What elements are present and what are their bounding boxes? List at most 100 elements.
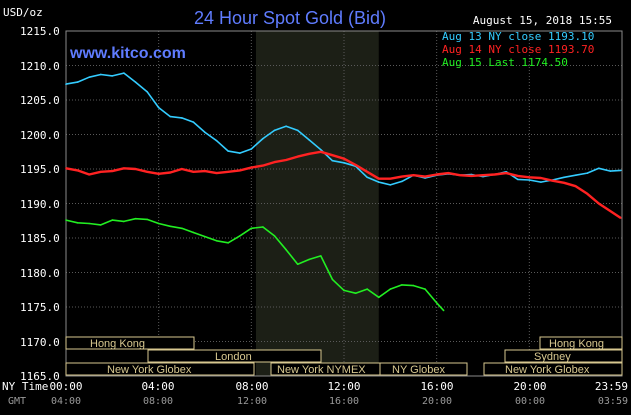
series-point <box>343 161 345 164</box>
gmt-tick-label: 00:00 <box>515 396 545 407</box>
series-point <box>424 288 426 290</box>
ny-tick-label: 20:00 <box>513 380 546 393</box>
series-point <box>412 174 415 177</box>
gmt-tick-label: 08:00 <box>143 396 173 407</box>
series-point <box>470 175 473 177</box>
series-point <box>482 174 484 177</box>
session-ny-globex-next: New York Globex <box>505 364 590 376</box>
series-point <box>134 168 137 170</box>
series-point <box>99 224 102 226</box>
session-hong-kong-next: Hong Kong <box>549 338 604 350</box>
series-point <box>181 117 183 119</box>
series-point <box>308 153 311 155</box>
series-point <box>146 170 148 173</box>
y-tick-label: 1215.0 <box>20 25 60 38</box>
series-point <box>262 164 264 167</box>
y-tick-label: 1195.0 <box>20 163 60 176</box>
series-point <box>111 75 114 77</box>
series-point <box>111 170 114 172</box>
series-point <box>563 176 565 179</box>
series-point <box>516 178 519 181</box>
series-point <box>389 184 392 186</box>
series-point <box>215 172 218 174</box>
series-point <box>99 170 102 173</box>
series-point <box>88 173 90 176</box>
session-ny-globex-box <box>65 362 255 376</box>
series-point <box>331 159 334 162</box>
y-tick-label: 1180.0 <box>20 267 60 280</box>
series-point <box>123 220 125 223</box>
series-point <box>598 202 600 205</box>
watermark: www.kitco.com <box>69 45 186 62</box>
x-axis-ticks: NY Time GMT 00:00 04:00 08:00 12:00 16:0… <box>2 380 628 407</box>
session-ny-globex: New York Globex <box>107 364 192 376</box>
series-point <box>215 239 218 242</box>
ny-tick-label: 23:59 <box>595 380 628 393</box>
series-point <box>540 177 542 179</box>
series-point <box>296 155 299 158</box>
series-point <box>516 175 519 177</box>
series-point <box>401 175 403 178</box>
series-point <box>250 166 253 169</box>
gmt-tick-label: 04:00 <box>51 396 81 407</box>
series-point <box>204 170 206 172</box>
plot-border <box>65 30 623 377</box>
ny-tick-label: 12:00 <box>327 380 360 393</box>
session-ny-globex-late: NY Globex <box>392 364 445 376</box>
series-point <box>238 152 241 154</box>
series-point <box>366 176 368 179</box>
series-point <box>192 231 195 234</box>
series-point <box>273 161 276 163</box>
session-sydney: Sydney <box>534 351 571 363</box>
series-point <box>296 129 299 132</box>
series-point <box>262 137 264 140</box>
ny-tick-label: 04:00 <box>141 380 174 393</box>
series-point <box>493 173 496 176</box>
series-point <box>169 115 172 118</box>
series-point <box>574 174 577 177</box>
series-point <box>204 131 206 134</box>
series-point <box>273 235 276 237</box>
y-tick-label: 1165.0 <box>20 370 60 383</box>
series-point <box>262 226 264 228</box>
series-point <box>377 296 380 299</box>
ny-tick-label: 08:00 <box>235 380 268 393</box>
series-point <box>227 170 229 173</box>
series-point <box>146 218 148 221</box>
series-point <box>528 176 531 179</box>
gmt-tick-label: 12:00 <box>237 396 267 407</box>
y-tick-label: 1205.0 <box>20 94 60 107</box>
series-point <box>389 288 392 290</box>
series-point <box>285 125 287 128</box>
series-point <box>65 219 67 221</box>
series-point <box>123 72 125 74</box>
legend-entry-aug14: Aug 14 NY close 1193.70 <box>442 43 594 56</box>
series-point <box>215 139 218 142</box>
series-point <box>620 217 622 219</box>
session-ny-globex-late-box <box>379 362 468 376</box>
series-point <box>540 181 542 183</box>
series-point <box>620 169 622 172</box>
series-point <box>204 235 206 238</box>
session-london-box <box>147 349 322 363</box>
series-point <box>134 81 137 83</box>
series-point <box>528 179 531 181</box>
series-layer <box>65 72 622 312</box>
series-point <box>308 139 311 141</box>
series-point <box>505 172 507 174</box>
series-point <box>76 222 79 224</box>
gmt-tick-label: 03:59 <box>598 396 628 407</box>
series-point <box>157 173 160 175</box>
session-london: London <box>215 351 252 363</box>
y-tick-label: 1170.0 <box>20 336 60 349</box>
series-point <box>320 255 322 257</box>
y-tick-label: 1185.0 <box>20 232 60 245</box>
session-ny-nymex: New York NYMEX <box>277 364 366 376</box>
series-point <box>273 129 276 132</box>
series-point <box>250 148 253 150</box>
series-point <box>123 167 125 170</box>
series-point <box>250 227 253 230</box>
series-point <box>65 167 67 170</box>
series-point <box>238 235 241 237</box>
